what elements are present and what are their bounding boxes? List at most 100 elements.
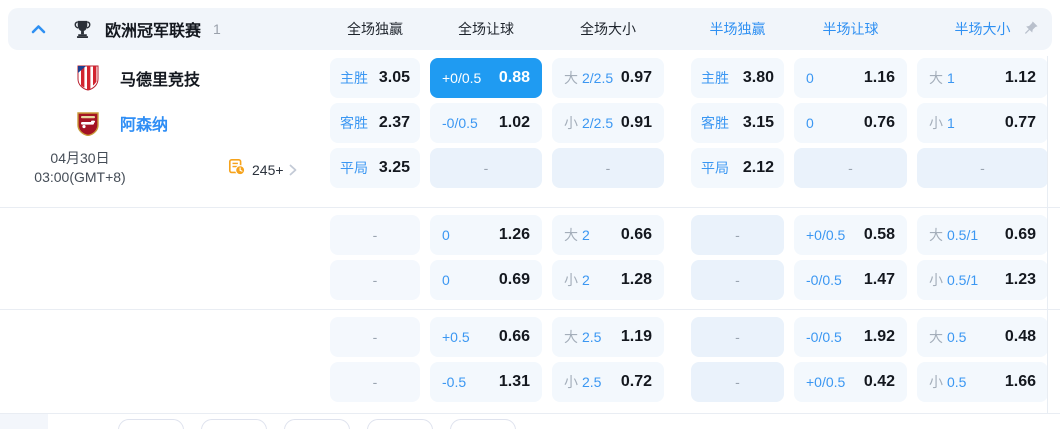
- alt-line-row: - +0.5 0.66 大 2.5 1.19- -0/0.5 1.92 大 0.5 0.48: [0, 317, 1060, 357]
- odds-cell[interactable]: 0 0.76: [794, 103, 907, 143]
- odds-value: 3.25: [378, 159, 410, 176]
- odds-value: 0.66: [620, 226, 652, 243]
- line-label: -0/0.5: [806, 329, 842, 345]
- over-under-prefix: 大: [564, 227, 578, 243]
- odds-value: 1.92: [863, 328, 895, 345]
- odds-cell[interactable]: 小 1 0.77: [917, 103, 1048, 143]
- pin-icon[interactable]: [1023, 20, 1039, 41]
- pinned-column-divider: [1047, 56, 1048, 414]
- odds-cell[interactable]: -0/0.5 1.02: [430, 103, 542, 143]
- odds-cell[interactable]: 0 0.69: [430, 260, 542, 300]
- market-tab-pill[interactable]: [367, 419, 433, 429]
- line-label: 1: [947, 70, 955, 86]
- column-header-halftime-handicap[interactable]: 半场让球: [822, 21, 879, 37]
- odds-cell[interactable]: 小 2.5 0.72: [552, 362, 664, 402]
- odds-line-label: 客胜: [701, 113, 729, 133]
- odds-cell[interactable]: -0/0.5 1.92: [794, 317, 907, 357]
- odds-cell[interactable]: 主胜 3.05: [330, 58, 420, 98]
- odds-cell[interactable]: 大 1 1.12: [917, 58, 1048, 98]
- match-datetime: 04月30日 03:00(GMT+8): [0, 149, 160, 187]
- odds-cell-selected[interactable]: +0/0.5 0.88: [430, 58, 542, 98]
- odds-cell[interactable]: -0/0.5 1.47: [794, 260, 907, 300]
- odds-value: 0.88: [498, 69, 530, 86]
- odds-line-label: 0: [442, 227, 450, 243]
- league-name: 欧洲冠军联赛: [105, 23, 202, 40]
- trophy-icon: [72, 19, 93, 40]
- odds-cell[interactable]: 客胜 2.37: [330, 103, 420, 143]
- market-tab-pill[interactable]: [201, 419, 267, 429]
- alt-line-row: -0 0.69 小 2 1.28- -0/0.5 1.47 小 0.5/1 1.23: [0, 260, 1060, 300]
- column-header-fulltime-1x2: 全场独赢: [347, 21, 403, 37]
- over-under-prefix: 大: [929, 329, 943, 345]
- odds-cell-empty: -: [430, 148, 542, 188]
- line-label: 客胜: [340, 115, 368, 131]
- line-label: 0: [806, 70, 814, 86]
- odds-line-label: 主胜: [340, 68, 368, 88]
- odds-value: 1.66: [1004, 373, 1036, 390]
- market-tab-pill[interactable]: [284, 419, 350, 429]
- more-markets-link[interactable]: 245+: [228, 158, 297, 181]
- odds-line-label: 大 0.5: [929, 327, 966, 347]
- odds-cell[interactable]: -0.5 1.31: [430, 362, 542, 402]
- alt-line-row: - -0.5 1.31 小 2.5 0.72- +0/0.5 0.42 小 0.5 1.66: [0, 362, 1060, 402]
- odds-cell[interactable]: 0 1.26: [430, 215, 542, 255]
- over-under-prefix: 小: [929, 115, 943, 131]
- odds-cell[interactable]: 主胜 3.80: [691, 58, 784, 98]
- odds-cell[interactable]: 小 2 1.28: [552, 260, 664, 300]
- odds-line-label: 平局: [701, 158, 729, 178]
- odds-value: 1.26: [498, 226, 530, 243]
- odds-value: 0.77: [1004, 114, 1036, 131]
- market-tab-pill[interactable]: [450, 419, 516, 429]
- market-tab-pill[interactable]: [118, 419, 184, 429]
- odds-cell-empty: -: [330, 362, 420, 402]
- odds-value: 1.28: [620, 271, 652, 288]
- line-label: +0/0.5: [806, 227, 846, 243]
- odds-cell-empty: -: [330, 215, 420, 255]
- odds-value: 0.66: [498, 328, 530, 345]
- home-team-name[interactable]: 马德里竞技: [120, 72, 201, 89]
- chevron-right-icon: [289, 164, 297, 176]
- away-team-name[interactable]: 阿森纳: [120, 117, 169, 134]
- odds-cell[interactable]: +0/0.5 0.58: [794, 215, 907, 255]
- odds-cell[interactable]: 小 2/2.5 0.91: [552, 103, 664, 143]
- line-label: 1: [947, 115, 955, 131]
- odds-cell[interactable]: 客胜 3.15: [691, 103, 784, 143]
- line-label: 0: [806, 115, 814, 131]
- odds-value: 1.16: [863, 69, 895, 86]
- alt-lines-section-1: -0 1.26 大 2 0.66- +0/0.5 0.58 大 0.5/1 0.69 -0 0.69…: [0, 208, 1060, 310]
- odds-cell[interactable]: +0/0.5 0.42: [794, 362, 907, 402]
- line-label: 0.5: [947, 374, 967, 390]
- home-team-badge: [75, 65, 101, 91]
- odds-cell[interactable]: 平局 3.25: [330, 148, 420, 188]
- odds-cell[interactable]: 大 2.5 1.19: [552, 317, 664, 357]
- league-header-left: 欧洲冠军联赛 1: [8, 17, 330, 41]
- line-label: 0.5/1: [947, 272, 979, 288]
- odds-cell[interactable]: 小 0.5/1 1.23: [917, 260, 1048, 300]
- over-under-prefix: 小: [929, 374, 943, 390]
- odds-cell[interactable]: 大 0.5 0.48: [917, 317, 1048, 357]
- column-header-halftime-1x2[interactable]: 半场独赢: [709, 21, 766, 37]
- odds-cell[interactable]: 大 2/2.5 0.97: [552, 58, 664, 98]
- odds-cell[interactable]: 平局 2.12: [691, 148, 784, 188]
- home-team-row: 马德里竞技 主胜 3.05 +0/0.5 0.88 大 2/2.5 0.97 主胜 3.80 0 1…: [0, 58, 1060, 98]
- odds-cell[interactable]: +0.5 0.66: [430, 317, 542, 357]
- collapse-chevron-icon[interactable]: [30, 21, 46, 37]
- more-markets-count: 245+: [252, 161, 284, 178]
- odds-cell[interactable]: 0 1.16: [794, 58, 907, 98]
- match-info-cell: 04月30日 03:00(GMT+8): [0, 148, 330, 188]
- odds-cell[interactable]: 大 0.5/1 0.69: [917, 215, 1048, 255]
- odds-cell-empty: -: [330, 317, 420, 357]
- away-team-row: 阿森纳 客胜 2.37 -0/0.5 1.02 小 2/2.5 0.91 客胜 3.15 0 0.7…: [0, 103, 1060, 143]
- line-label: 2.5: [582, 374, 602, 390]
- next-section-strip: [0, 414, 1060, 429]
- odds-value: 3.80: [742, 69, 774, 86]
- odds-value: 0.76: [863, 114, 895, 131]
- column-header-halftime-overunder[interactable]: 半场大小: [954, 21, 1011, 37]
- over-under-prefix: 大: [929, 227, 943, 243]
- odds-cell[interactable]: 大 2 0.66: [552, 215, 664, 255]
- odds-cell[interactable]: 小 0.5 1.66: [917, 362, 1048, 402]
